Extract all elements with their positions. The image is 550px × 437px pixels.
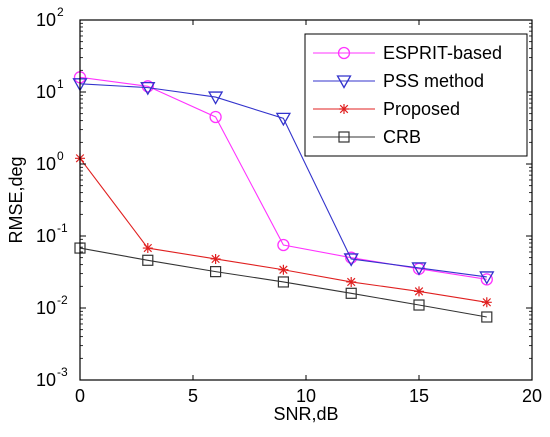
data-point	[277, 238, 290, 252]
data-point	[140, 81, 156, 96]
data-point	[275, 112, 292, 127]
data-point	[210, 266, 222, 278]
legend-entry: CRB	[313, 127, 421, 147]
y-tick-exponent: 1	[57, 77, 64, 91]
data-point	[345, 251, 358, 264]
data-point	[210, 253, 221, 264]
data-point	[413, 299, 425, 311]
data-point	[481, 311, 493, 323]
legend-entry: Proposed	[313, 99, 460, 119]
series-pss-method	[72, 78, 495, 285]
y-tick-exponent: -3	[57, 365, 68, 379]
x-tick-label: 15	[409, 386, 429, 406]
legend-box	[304, 33, 528, 157]
data-point	[345, 287, 357, 299]
y-tick-label: 10	[36, 370, 56, 390]
data-point	[346, 276, 357, 287]
legend-marker	[337, 46, 351, 60]
data-point	[142, 254, 154, 266]
x-tick-label: 20	[522, 386, 542, 406]
y-tick-label: 10	[36, 82, 56, 102]
y-tick-exponent: 2	[57, 5, 64, 19]
x-tick-label: 5	[188, 386, 198, 406]
data-point	[278, 264, 289, 275]
y-tick-exponent: 0	[57, 149, 64, 163]
data-point	[209, 110, 222, 124]
legend-label: Proposed	[383, 99, 460, 119]
y-tick-label: 10	[36, 154, 56, 174]
series-line	[79, 76, 487, 280]
data-point	[411, 262, 427, 276]
data-point	[479, 271, 495, 285]
data-point	[141, 80, 154, 93]
x-tick-label: 0	[75, 386, 85, 406]
data-point	[480, 273, 493, 286]
legend-label: ESPRIT-based	[383, 43, 502, 63]
series-line	[79, 247, 487, 318]
data-point	[481, 297, 492, 308]
y-tick-exponent: -2	[57, 293, 68, 307]
x-tick-label: 10	[296, 386, 316, 406]
y-tick-label: 10	[36, 10, 56, 30]
series-line	[79, 83, 487, 278]
y-tick-exponent: -1	[57, 221, 68, 235]
legend-marker	[336, 75, 352, 89]
x-axis-label: SNR,dB	[273, 404, 338, 424]
legend-marker	[339, 104, 349, 114]
data-point	[277, 276, 289, 288]
y-tick-label: 10	[36, 298, 56, 318]
y-axis-label: RMSE,deg	[6, 156, 26, 243]
data-point	[142, 243, 153, 254]
legend-entry: PSS method	[313, 71, 484, 91]
legend-entry: ESPRIT-based	[313, 43, 502, 63]
data-point	[414, 286, 424, 297]
data-point	[207, 91, 224, 105]
legend-label: CRB	[383, 127, 421, 147]
data-point	[343, 253, 359, 267]
legend-marker	[338, 131, 350, 143]
y-tick-label: 10	[36, 226, 56, 246]
legend-label: PSS method	[383, 71, 484, 91]
legend: ESPRIT-based PSS method Proposed CRB	[304, 33, 528, 157]
